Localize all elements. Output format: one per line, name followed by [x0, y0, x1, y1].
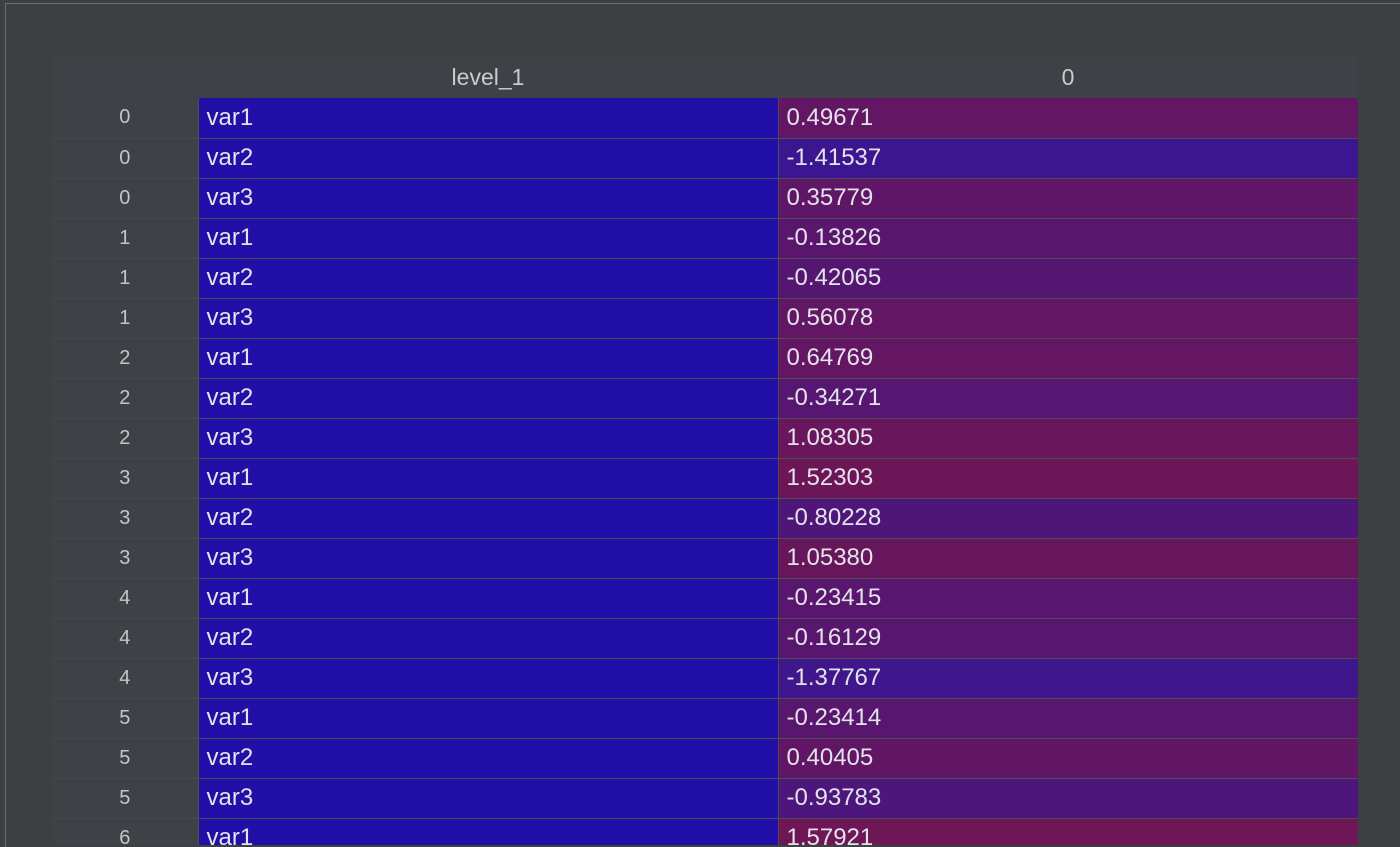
value-cell[interactable]: 0.35779: [778, 178, 1358, 219]
value-cell[interactable]: -0.80228: [778, 498, 1358, 539]
value-cell[interactable]: -0.13826: [778, 218, 1358, 259]
value-cell[interactable]: 1.05380: [778, 538, 1358, 579]
level-1-cell[interactable]: var1: [197, 338, 779, 379]
level-1-cell[interactable]: var1: [197, 698, 779, 739]
row-index-cell[interactable]: 5: [52, 738, 198, 779]
value-cell[interactable]: -0.16129: [778, 618, 1358, 659]
level-1-cell[interactable]: var3: [197, 538, 779, 579]
value-cell[interactable]: 1.52303: [778, 458, 1358, 499]
value-cell[interactable]: 0.49671: [778, 98, 1358, 139]
value-cell[interactable]: -0.34271: [778, 378, 1358, 419]
dataframe-table: level_1 0 0 var1 0.49671 0 var2 -1.41537 0 var3…: [52, 56, 1358, 845]
value-cell[interactable]: -0.23415: [778, 578, 1358, 619]
level-1-cell[interactable]: var2: [197, 138, 779, 179]
row-index-cell[interactable]: 1: [52, 218, 198, 259]
dataframe-table-scroll[interactable]: level_1 0 0 var1 0.49671 0 var2 -1.41537 0 var3…: [52, 56, 1358, 845]
row-index-cell[interactable]: 4: [52, 578, 198, 619]
row-index-cell[interactable]: 2: [52, 378, 198, 419]
header-value[interactable]: 0: [778, 56, 1358, 98]
row-index-cell[interactable]: 1: [52, 258, 198, 299]
row-index-cell[interactable]: 5: [52, 698, 198, 739]
value-cell[interactable]: -0.42065: [778, 258, 1358, 299]
row-index-cell[interactable]: 4: [52, 658, 198, 699]
row-index-cell[interactable]: 0: [52, 178, 198, 219]
table-row[interactable]: 1 var2 -0.42065: [52, 258, 1358, 299]
table-row[interactable]: 4 var1 -0.23415: [52, 578, 1358, 619]
row-index-cell[interactable]: 6: [52, 818, 198, 845]
table-row[interactable]: 1 var1 -0.13826: [52, 218, 1358, 259]
value-cell[interactable]: 1.57921: [778, 818, 1358, 845]
table-row[interactable]: 5 var1 -0.23414: [52, 698, 1358, 739]
table-row[interactable]: 2 var3 1.08305: [52, 418, 1358, 459]
level-1-cell[interactable]: var1: [197, 818, 779, 845]
table-row[interactable]: 2 var1 0.64769: [52, 338, 1358, 379]
row-index-cell[interactable]: 3: [52, 538, 198, 579]
level-1-cell[interactable]: var2: [197, 738, 779, 779]
row-index-cell[interactable]: 0: [52, 138, 198, 179]
value-cell[interactable]: -1.37767: [778, 658, 1358, 699]
level-1-cell[interactable]: var1: [197, 218, 779, 259]
table-row[interactable]: 5 var3 -0.93783: [52, 778, 1358, 819]
data-viewer-panel: level_1 0 0 var1 0.49671 0 var2 -1.41537 0 var3…: [5, 3, 1400, 847]
row-index-cell[interactable]: 1: [52, 298, 198, 339]
value-cell[interactable]: 0.64769: [778, 338, 1358, 379]
row-index-cell[interactable]: 3: [52, 498, 198, 539]
table-row[interactable]: 1 var3 0.56078: [52, 298, 1358, 339]
level-1-cell[interactable]: var2: [197, 498, 779, 539]
header-row: level_1 0: [52, 56, 1358, 98]
row-index-cell[interactable]: 4: [52, 618, 198, 659]
level-1-cell[interactable]: var1: [197, 458, 779, 499]
level-1-cell[interactable]: var2: [197, 258, 779, 299]
value-cell[interactable]: 0.56078: [778, 298, 1358, 339]
row-index-cell[interactable]: 0: [52, 98, 198, 139]
header-index[interactable]: [52, 56, 198, 98]
level-1-cell[interactable]: var3: [197, 418, 779, 459]
table-row[interactable]: 2 var2 -0.34271: [52, 378, 1358, 419]
row-index-cell[interactable]: 2: [52, 338, 198, 379]
level-1-cell[interactable]: var3: [197, 778, 779, 819]
value-cell[interactable]: -0.93783: [778, 778, 1358, 819]
level-1-cell[interactable]: var2: [197, 618, 779, 659]
header-level-1[interactable]: level_1: [198, 56, 778, 98]
level-1-cell[interactable]: var1: [197, 578, 779, 619]
table-row[interactable]: 5 var2 0.40405: [52, 738, 1358, 779]
level-1-cell[interactable]: var1: [197, 98, 779, 139]
value-cell[interactable]: -1.41537: [778, 138, 1358, 179]
level-1-cell[interactable]: var3: [197, 298, 779, 339]
table-row[interactable]: 0 var1 0.49671: [52, 98, 1358, 139]
row-index-cell[interactable]: 3: [52, 458, 198, 499]
table-row[interactable]: 0 var2 -1.41537: [52, 138, 1358, 179]
table-row[interactable]: 3 var2 -0.80228: [52, 498, 1358, 539]
table-body: 0 var1 0.49671 0 var2 -1.41537 0 var3 0.35779 1 va…: [52, 98, 1358, 845]
value-cell[interactable]: 1.08305: [778, 418, 1358, 459]
table-row[interactable]: 4 var3 -1.37767: [52, 658, 1358, 699]
row-index-cell[interactable]: 5: [52, 778, 198, 819]
value-cell[interactable]: 0.40405: [778, 738, 1358, 779]
table-row[interactable]: 4 var2 -0.16129: [52, 618, 1358, 659]
table-row[interactable]: 6 var1 1.57921: [52, 818, 1358, 845]
level-1-cell[interactable]: var3: [197, 658, 779, 699]
table-row[interactable]: 0 var3 0.35779: [52, 178, 1358, 219]
table-header: level_1 0: [52, 56, 1358, 98]
table-row[interactable]: 3 var3 1.05380: [52, 538, 1358, 579]
row-index-cell[interactable]: 2: [52, 418, 198, 459]
level-1-cell[interactable]: var2: [197, 378, 779, 419]
table-row[interactable]: 3 var1 1.52303: [52, 458, 1358, 499]
value-cell[interactable]: -0.23414: [778, 698, 1358, 739]
level-1-cell[interactable]: var3: [197, 178, 779, 219]
